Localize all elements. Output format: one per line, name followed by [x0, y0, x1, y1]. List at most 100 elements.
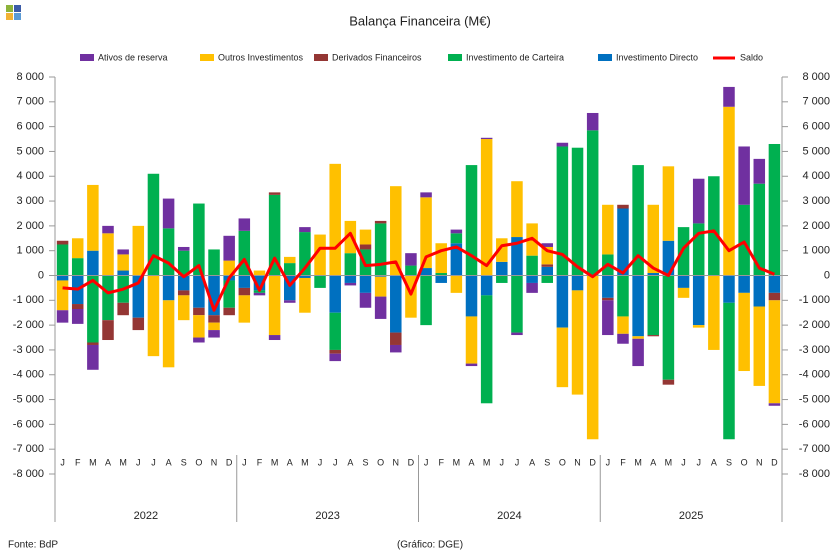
bar-segment: [284, 256, 296, 264]
bar-segment: [571, 275, 584, 291]
bar-segment: [284, 275, 296, 301]
y-tick-label: 8 000: [16, 71, 44, 83]
bar-segment: [268, 192, 281, 195]
bar-segment: [586, 275, 599, 440]
bar-segment: [541, 275, 553, 283]
bar-segment: [238, 230, 251, 276]
bar-segment: [299, 227, 311, 233]
x-tick-label: M: [483, 457, 491, 467]
bar-segment: [753, 306, 766, 386]
y-tick-label: 1 000: [16, 245, 44, 257]
bar-segment: [390, 275, 402, 333]
bar-segment: [556, 275, 569, 328]
bar-segment: [450, 275, 463, 293]
legend-label: Saldo: [740, 52, 763, 62]
x-tick-label: M: [271, 457, 279, 467]
bar-segment: [405, 253, 417, 266]
bar-segment: [662, 275, 675, 380]
x-tick-label: F: [75, 457, 81, 467]
y2-tick-label: -5 000: [799, 393, 830, 405]
bar-segment: [390, 186, 402, 276]
bar-segment: [556, 142, 569, 147]
legend-label: Investimento Directo: [616, 52, 698, 62]
bar-segment: [329, 353, 341, 362]
bar-segment: [738, 146, 750, 205]
x-tick-label: F: [438, 457, 444, 467]
bar-segment: [284, 263, 296, 276]
bar-segment: [677, 227, 690, 276]
bar-segment: [677, 287, 690, 298]
bar-segment: [768, 143, 781, 276]
bar-segment: [71, 258, 84, 276]
x-tick-label: M: [634, 457, 642, 467]
bar-segment: [480, 275, 493, 296]
bar-segment: [56, 280, 69, 311]
bar-segment: [102, 320, 114, 341]
bar-segment: [677, 275, 690, 288]
bar-segment: [238, 287, 251, 296]
legend-label: Ativos de reserva: [98, 52, 168, 62]
bar-segment: [177, 290, 190, 296]
bar-segment: [405, 265, 417, 276]
bar-segment: [420, 192, 432, 198]
bar-segment: [193, 275, 205, 308]
y2-tick-label: 2 000: [802, 220, 830, 232]
legend-swatch: [598, 54, 612, 61]
y2-tick-label: 7 000: [802, 96, 830, 108]
bar-segment: [238, 275, 251, 288]
x-tick-label: N: [574, 457, 581, 467]
bar-segment: [56, 244, 69, 276]
bar-segment: [480, 139, 493, 276]
y2-tick-label: 6 000: [802, 121, 830, 133]
bar-segment: [662, 240, 675, 276]
x-tick-label: J: [696, 457, 701, 467]
bar-segment: [208, 330, 220, 338]
bar-segment: [71, 238, 84, 259]
bar-segment: [162, 275, 175, 301]
bar-segment: [329, 275, 341, 313]
bar-segment: [708, 176, 720, 276]
chart-title: Balança Financeira (M€): [349, 13, 491, 28]
bar-segment: [359, 292, 372, 308]
bar-segment: [374, 275, 387, 277]
bar-segment: [117, 249, 129, 255]
bar-segment: [511, 237, 523, 276]
bar-segment: [617, 316, 629, 334]
bar-segment: [692, 178, 705, 224]
y-tick-label: 6 000: [16, 121, 44, 133]
bar-segment: [314, 234, 326, 276]
x-tick-label: N: [393, 457, 400, 467]
bar-segment: [526, 255, 538, 276]
x-tick-label: F: [620, 457, 626, 467]
bar-segment: [390, 332, 402, 345]
bar-segment: [526, 275, 538, 283]
bar-segment: [692, 275, 705, 326]
bar-segment: [177, 295, 190, 321]
y2-tick-label: 5 000: [802, 145, 830, 157]
y-tick-label: -5 000: [13, 393, 44, 405]
bar-segment: [193, 203, 205, 276]
bar-segment: [602, 300, 614, 336]
bar-segment: [344, 253, 357, 276]
bar-segment: [723, 86, 735, 107]
bar-segment: [117, 302, 129, 316]
bar-segment: [602, 297, 614, 301]
x-tick-label: M: [453, 457, 461, 467]
bar-segment: [511, 275, 523, 333]
bar-segment: [314, 275, 326, 288]
legend-label: Investimento de Carteira: [466, 52, 564, 62]
bar-segment: [208, 315, 220, 323]
year-label: 2024: [497, 510, 521, 522]
y2-tick-label: 8 000: [802, 71, 830, 83]
x-tick-label: M: [301, 457, 309, 467]
bar-segment: [162, 228, 175, 276]
x-tick-label: S: [362, 457, 368, 467]
bar-segment: [147, 275, 160, 357]
y2-tick-label: 4 000: [802, 170, 830, 182]
x-tick-label: J: [242, 457, 247, 467]
bar-segment: [511, 181, 523, 238]
bar-segment: [253, 275, 266, 291]
bar-segment: [496, 261, 508, 276]
y2-tick-label: -8 000: [799, 468, 830, 480]
